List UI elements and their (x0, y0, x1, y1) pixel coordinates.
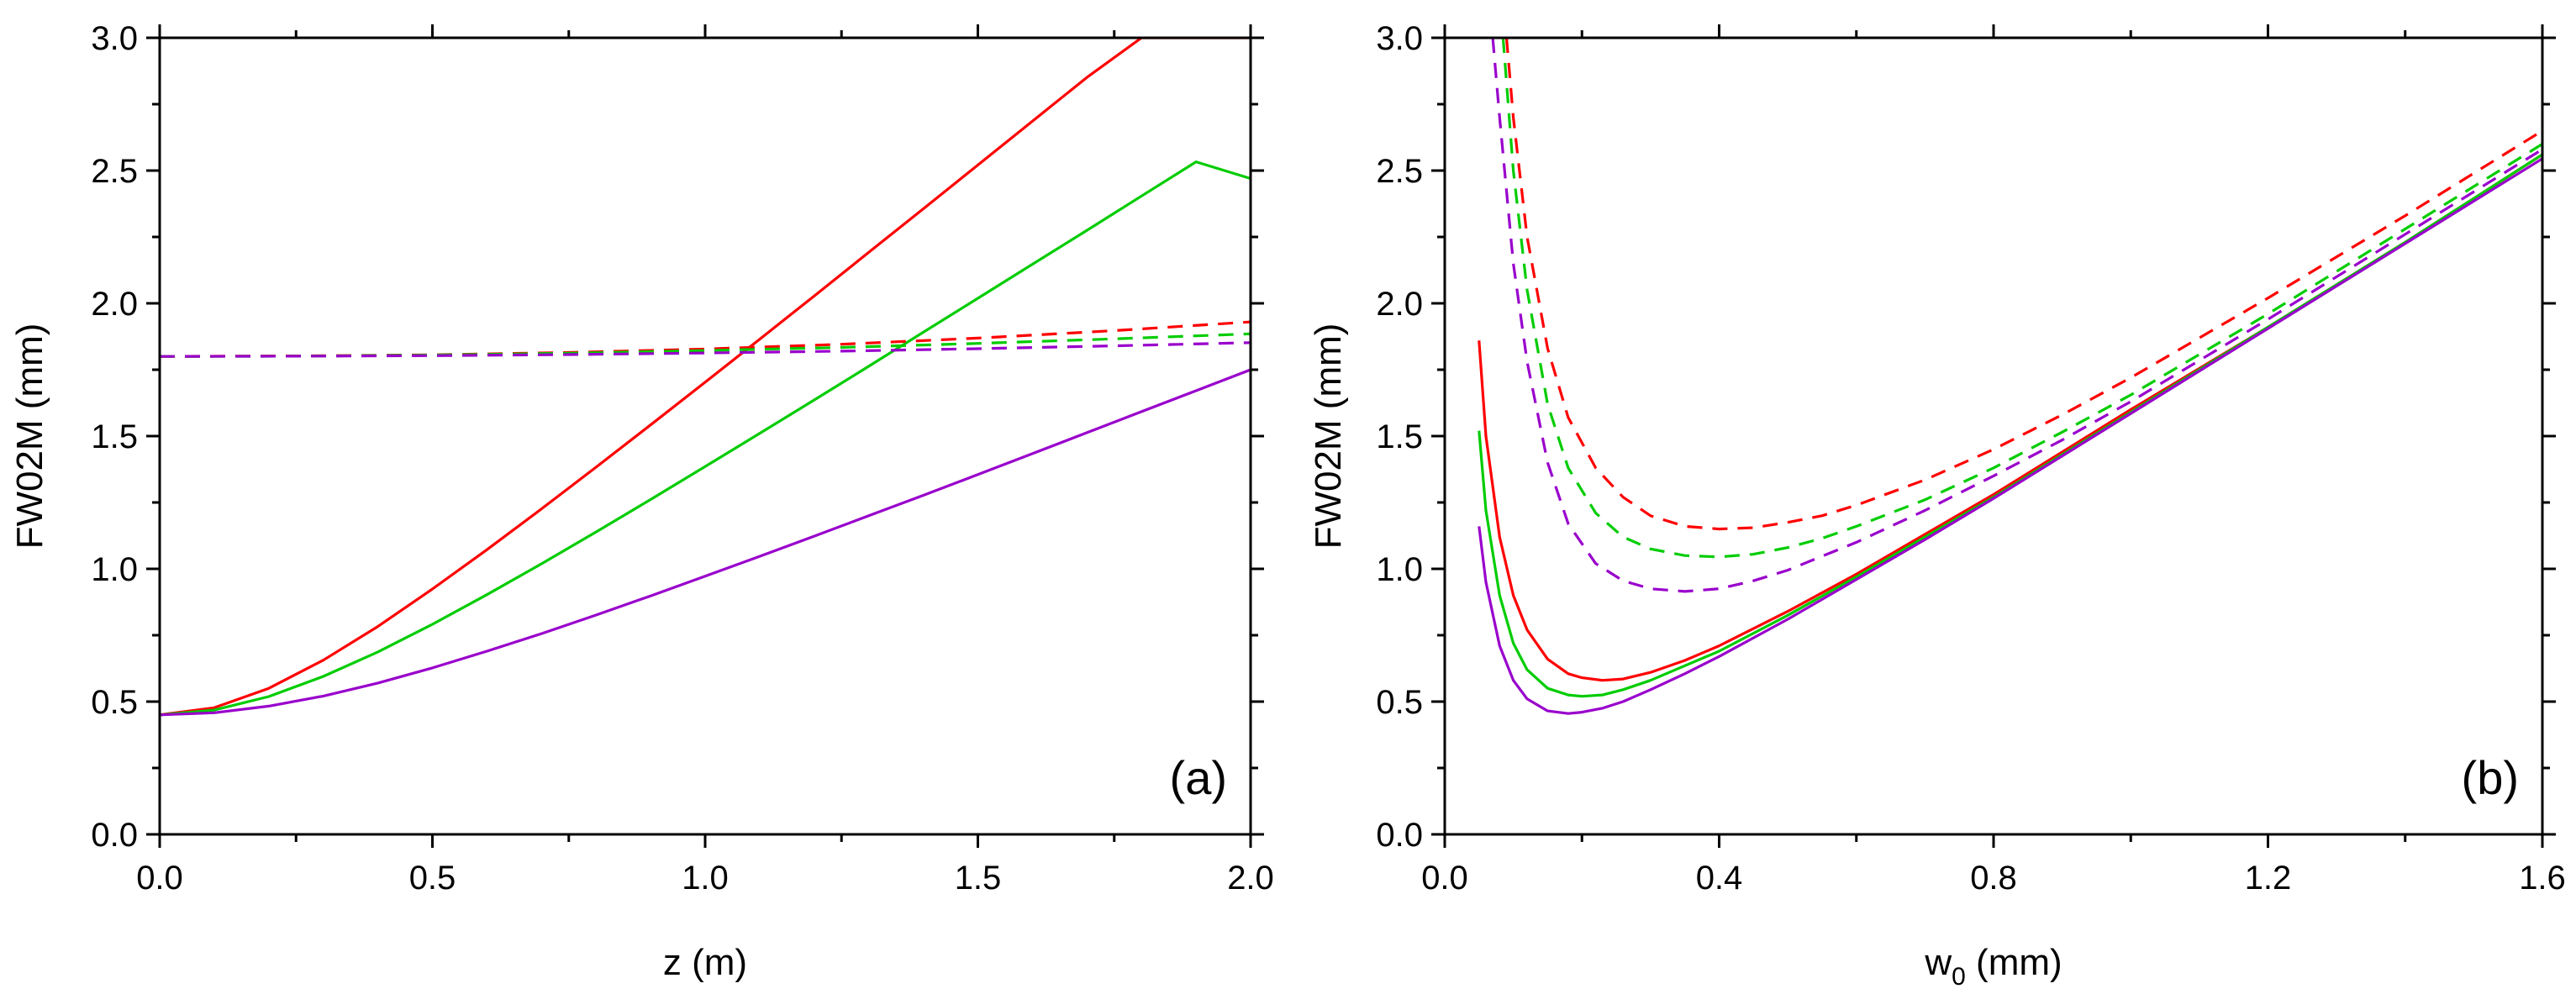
chart-panel-a: 0.0 0.5 1.0 1.5 2.0 0.0 0.5 1.0 1.5 2.0 2.5 3.0 z (m… (9, 20, 1274, 983)
x-tick-label: 0.8 (1970, 860, 2017, 897)
y-tick-label: 0.5 (91, 684, 138, 721)
x-axis-title: w0 (mm) (1924, 942, 2062, 991)
x-tick-label: 0.4 (1696, 860, 1743, 897)
y-tick-label: 1.0 (91, 551, 138, 588)
series-line-purple-dashed (1491, 38, 2542, 593)
series-group (1478, 38, 2542, 715)
x-tick-label: 1.5 (955, 860, 1002, 897)
y-tick-label: 0.0 (91, 817, 138, 854)
plot-frame (1443, 36, 2544, 836)
series-line-red-solid (1478, 153, 2542, 682)
series-line-green-solid (160, 160, 1251, 717)
x-tick-label: 1.2 (2245, 860, 2292, 897)
y-axis-title: FW02M (mm) (9, 323, 50, 550)
x-tick-label: 0.0 (1421, 860, 1468, 897)
y-tick-label: 1.0 (1376, 551, 1423, 588)
series-group (160, 38, 1251, 717)
y-tick-label: 2.5 (1376, 153, 1423, 190)
chart-panel-b: 0.0 0.4 0.8 1.2 1.6 0.0 0.5 1.0 1.5 2.0 2.5 3.0 w0 (… (1308, 20, 2566, 991)
series-line-purple-solid (1478, 157, 2542, 715)
panel-label: (b) (2462, 751, 2519, 804)
x-tick-label: 1.6 (2519, 860, 2566, 897)
x-tick-label: 1.0 (682, 860, 729, 897)
series-line-red-solid (160, 38, 1251, 717)
y-tick-label: 2.0 (1376, 286, 1423, 323)
series-line-green-dashed (1501, 38, 2542, 559)
x-tick-label: 0.0 (136, 860, 183, 897)
y-tick-label: 2.5 (91, 153, 138, 190)
series-line-purple-solid (160, 368, 1251, 717)
y-tick-label: 3.0 (91, 20, 138, 57)
series-line-green-solid (1478, 153, 2542, 698)
y-tick-label: 0.0 (1376, 817, 1423, 854)
series-line-purple-dashed (160, 341, 1251, 358)
series-line-red-dashed (1504, 38, 2542, 531)
plot-frame (158, 36, 1252, 836)
series-line-green-dashed (160, 332, 1251, 358)
x-tick-label: 2.0 (1227, 860, 1274, 897)
panel-label: (a) (1170, 751, 1227, 804)
x-axis-title: z (m) (663, 942, 747, 983)
series-line-red-dashed (160, 320, 1251, 358)
y-tick-label: 3.0 (1376, 20, 1423, 57)
x-tick-label: 0.5 (409, 860, 456, 897)
y-axis-title: FW02M (mm) (1308, 323, 1349, 550)
y-tick-label: 1.5 (91, 418, 138, 455)
y-tick-label: 0.5 (1376, 684, 1423, 721)
y-tick-label: 2.0 (91, 286, 138, 323)
y-tick-label: 1.5 (1376, 418, 1423, 455)
